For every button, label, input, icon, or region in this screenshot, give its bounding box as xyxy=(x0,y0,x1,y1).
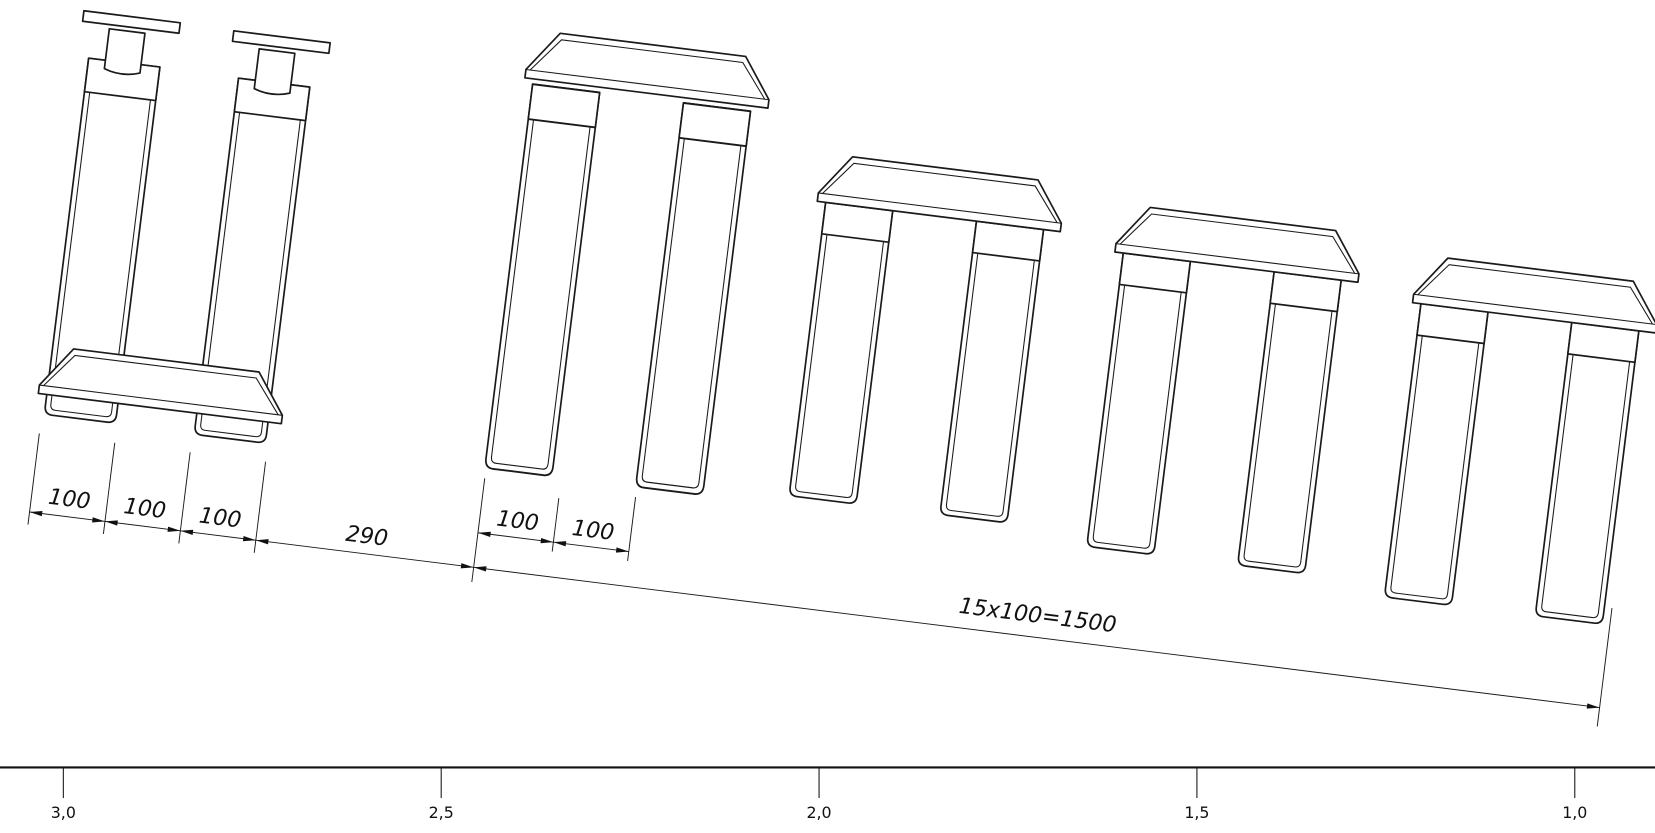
arrowhead xyxy=(242,536,256,542)
unit xyxy=(1085,202,1365,575)
scale-label: 1,5 xyxy=(1184,803,1209,822)
dim-line xyxy=(255,539,474,568)
scale-label: 2,0 xyxy=(806,803,831,822)
arrowhead xyxy=(615,547,629,553)
arrowhead xyxy=(180,529,194,535)
arrowhead xyxy=(104,520,118,526)
dim-label: 100 xyxy=(571,515,616,546)
scale-bar: 3,0 2,5 2,0 1,5 1,0 xyxy=(0,766,1655,822)
dim-line xyxy=(551,498,560,552)
dim-label: 100 xyxy=(122,493,167,524)
unit xyxy=(1383,253,1655,625)
scale-label: 2,5 xyxy=(429,803,454,822)
dim-line xyxy=(627,497,637,562)
scale-label: 3,0 xyxy=(51,803,76,822)
dim-line xyxy=(27,433,40,525)
arrowhead xyxy=(1586,703,1600,709)
arrowhead xyxy=(167,526,181,532)
dim-line xyxy=(473,566,1600,709)
dim-line xyxy=(471,478,486,583)
arrowhead xyxy=(477,531,491,537)
dim-line xyxy=(253,461,267,553)
arrowhead xyxy=(92,517,105,523)
dimensions: 100 100 100 290 100 100 15x100=1500 xyxy=(27,433,1613,727)
arrowhead xyxy=(460,563,474,569)
dim-label: 290 xyxy=(344,521,389,552)
unit xyxy=(788,152,1068,524)
arrowhead xyxy=(255,539,269,545)
arrowhead xyxy=(540,537,554,544)
dim-label: 100 xyxy=(47,484,92,515)
dim-label: 100 xyxy=(495,506,540,537)
scale-label: 1,0 xyxy=(1562,803,1587,822)
unit xyxy=(483,28,775,496)
dim-label: 15x100=1500 xyxy=(957,593,1118,638)
arrowhead xyxy=(473,566,487,572)
arrowhead xyxy=(553,541,567,547)
dim-label: 100 xyxy=(198,503,243,534)
dim-line xyxy=(1596,608,1613,727)
dim-line xyxy=(178,452,191,544)
arrowhead xyxy=(29,510,43,517)
dim-line xyxy=(102,442,116,535)
